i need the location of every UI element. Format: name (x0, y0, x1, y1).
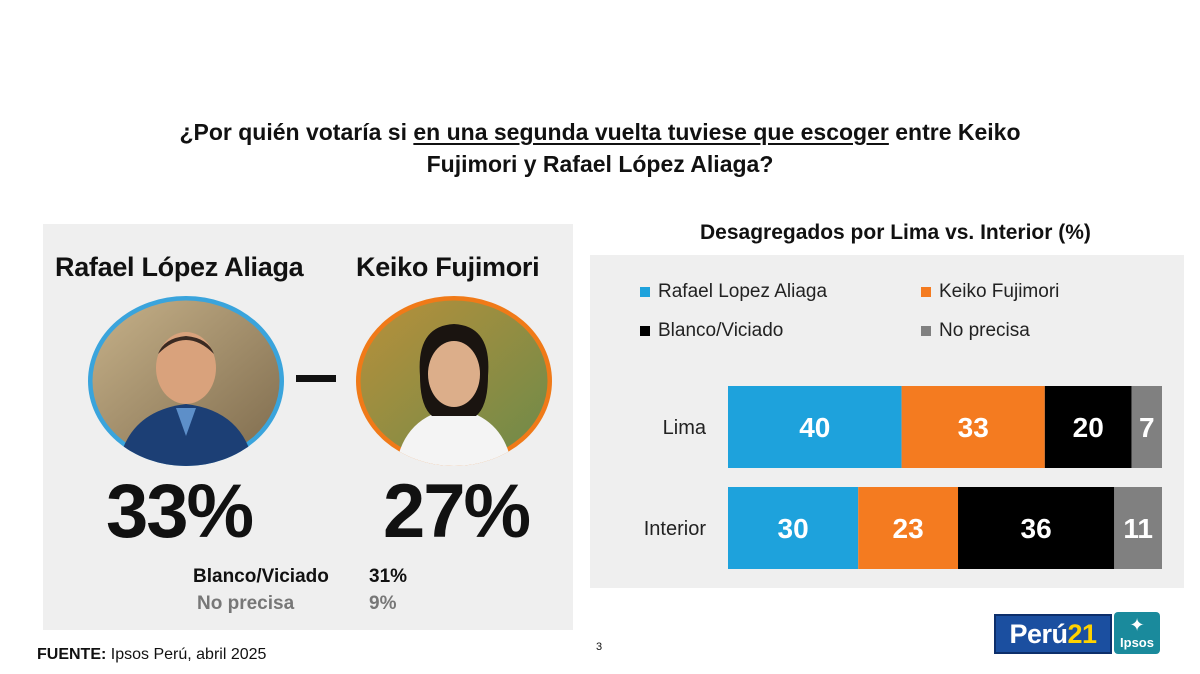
stacked-bar-chart: Rafael Lopez Aliaga Keiko Fujimori Blanco/… (640, 281, 1162, 569)
bar-segment-0-0 (728, 386, 902, 468)
source-note: FUENTE: Ipsos Perú, abril 2025 (37, 646, 266, 664)
bar-segment-0-1 (901, 386, 1045, 468)
bar-value-1-1: 23 (893, 513, 924, 544)
bar-value-1-0: 30 (778, 513, 809, 544)
bar-segment-1-3 (1114, 487, 1162, 569)
survey-question-title: ¿Por quién votaría si en una segunda vue… (150, 116, 1050, 180)
ipsos-logo-text: Ipsos (1120, 635, 1154, 650)
bar-value-0-2: 20 (1073, 412, 1104, 443)
legend-swatch-3 (921, 326, 931, 336)
bar-value-1-2: 36 (1021, 513, 1052, 544)
candidate1-name: Rafael López Aliaga (55, 252, 304, 282)
candidate1-photo (88, 296, 284, 466)
bar-value-0-3: 7 (1139, 412, 1155, 443)
bar-segment-0-3 (1131, 386, 1162, 468)
bar-value-0-1: 33 (958, 412, 989, 443)
candidate2-photo (356, 296, 552, 466)
noprecisa-label: No precisa (197, 593, 295, 614)
legend-swatch-2 (640, 326, 650, 336)
legend-swatch-0 (640, 287, 650, 297)
source-label: FUENTE: (37, 646, 107, 663)
category-label-0: Lima (663, 417, 707, 439)
peru21-logo-number: 21 (1067, 619, 1097, 649)
blanco-value: 31% (369, 566, 408, 587)
bar-value-0-0: 40 (799, 412, 830, 443)
chart-title: Desagregados por Lima vs. Interior (%) (700, 221, 1091, 244)
bar-value-1-3: 11 (1123, 513, 1153, 544)
candidate2-percent: 27% (383, 469, 531, 554)
page-number: 3 (596, 641, 603, 653)
peru21-logo: Perú21 (994, 614, 1112, 654)
legend-label-3: No precisa (939, 320, 1030, 341)
bar-segment-1-1 (858, 487, 959, 569)
legend-label-2: Blanco/Viciado (658, 320, 783, 341)
versus-dash (296, 375, 336, 382)
candidate2-name: Keiko Fujimori (356, 252, 540, 282)
title-underlined: en una segunda vuelta tuviese que escoge… (413, 119, 889, 145)
legend-label-1: Keiko Fujimori (939, 281, 1059, 302)
category-label-1: Interior (644, 518, 707, 540)
ipsos-logo: ✦ Ipsos (1114, 612, 1160, 654)
peru21-logo-text: Perú (1009, 619, 1068, 649)
legend-label-0: Rafael Lopez Aliaga (658, 281, 827, 302)
blanco-label: Blanco/Viciado (193, 566, 329, 587)
bar-segment-1-0 (728, 487, 859, 569)
bar-segment-1-2 (958, 487, 1115, 569)
noprecisa-value: 9% (369, 593, 397, 614)
source-text: Ipsos Perú, abril 2025 (106, 646, 267, 663)
legend-swatch-1 (921, 287, 931, 297)
title-prefix: ¿Por quién votaría si (179, 119, 414, 145)
bar-segment-0-2 (1044, 386, 1132, 468)
candidate1-percent: 33% (106, 469, 254, 554)
title-suffix: entre Keiko Fujimori y Rafael López Alia… (426, 119, 1021, 177)
